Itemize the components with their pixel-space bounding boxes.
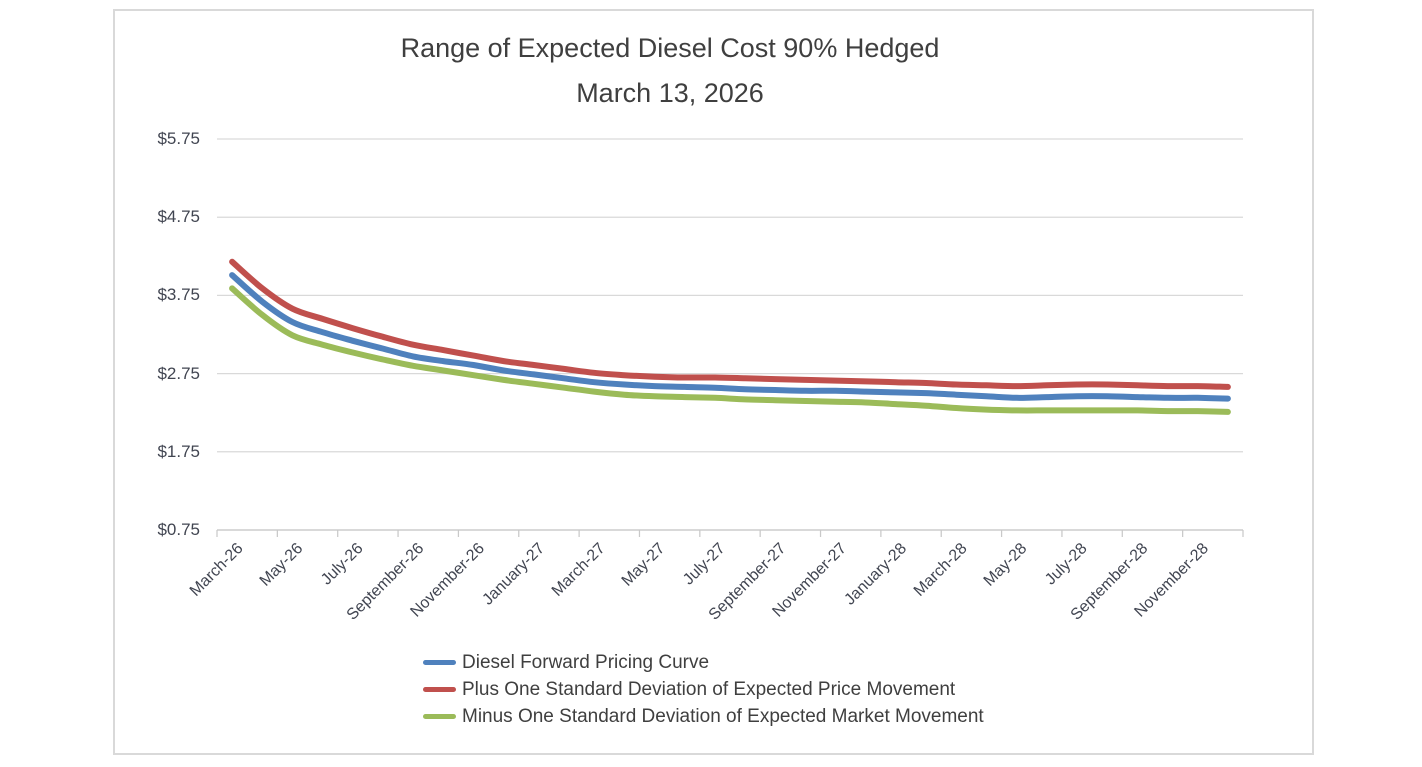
legend-item: Diesel Forward Pricing Curve: [423, 649, 984, 676]
legend-label: Plus One Standard Deviation of Expected …: [462, 678, 956, 700]
legend-line-swatch-icon: [423, 714, 456, 719]
legend-item: Minus One Standard Deviation of Expected…: [423, 703, 984, 730]
legend-line-swatch-icon: [423, 687, 456, 692]
y-axis-label: $5.75: [157, 129, 200, 148]
y-axis-label: $0.75: [157, 520, 200, 539]
legend-label: Minus One Standard Deviation of Expected…: [462, 705, 984, 727]
y-axis-label: $4.75: [157, 207, 200, 227]
y-axis-label: $3.75: [157, 285, 200, 305]
legend-line-swatch-icon: [423, 660, 456, 665]
legend: Diesel Forward Pricing Curve Plus One Sta…: [423, 649, 984, 730]
legend-label: Diesel Forward Pricing Curve: [462, 651, 710, 673]
chart-container: [113, 9, 1314, 755]
y-axis-label: $1.75: [157, 441, 200, 461]
legend-item: Plus One Standard Deviation of Expected …: [423, 676, 984, 703]
y-axis-label: $2.75: [157, 363, 200, 383]
